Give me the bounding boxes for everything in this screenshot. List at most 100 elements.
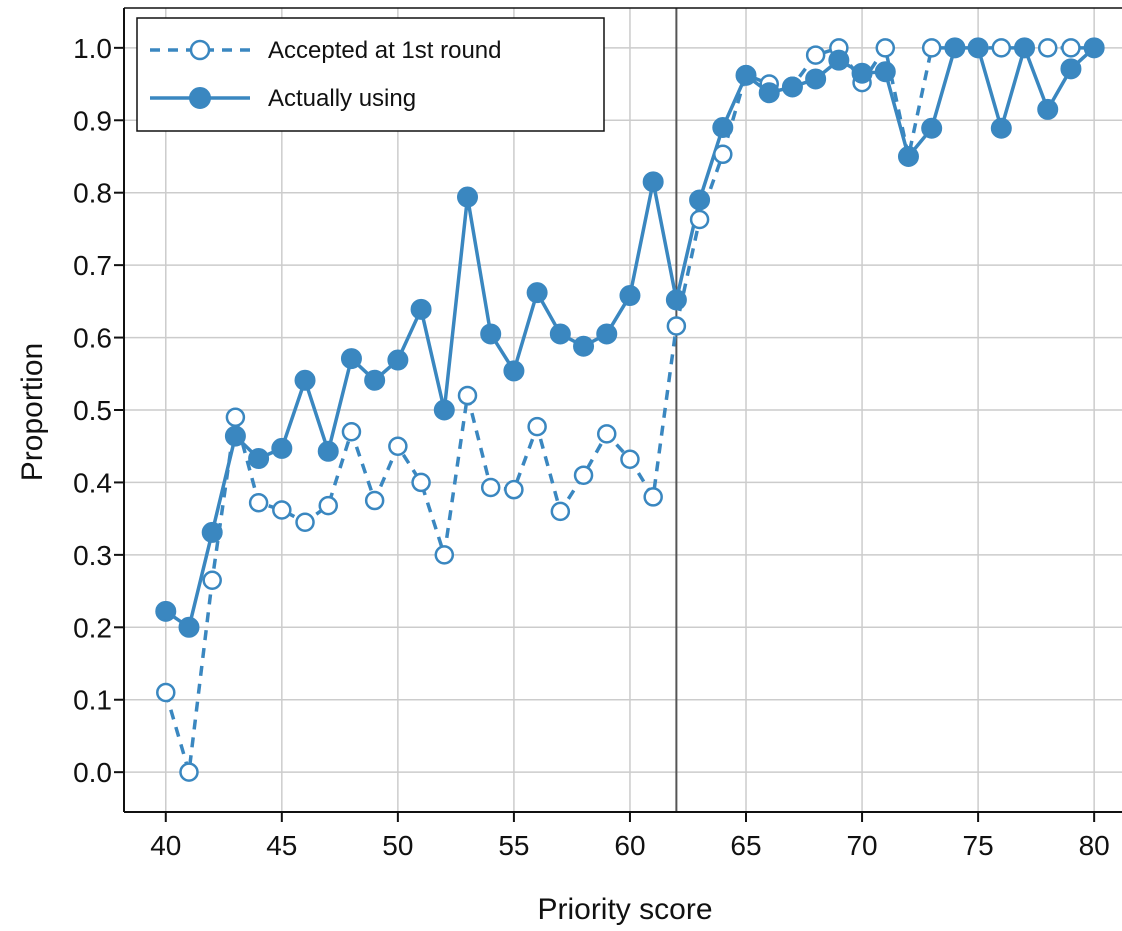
actual-point-44 (248, 448, 270, 470)
accepted-point-45 (272, 500, 292, 520)
actual-point-66 (758, 82, 780, 104)
actual-point-64 (712, 117, 734, 139)
accepted-point-43 (225, 407, 246, 427)
accepted-point-53 (457, 385, 478, 406)
accepted-point-55 (504, 479, 524, 500)
accepted-point-52 (434, 545, 455, 565)
actual-point-47 (317, 440, 339, 462)
y-tick-label-0-4: 0.4 (73, 467, 112, 498)
actual-point-62 (665, 289, 687, 311)
actual-point-46 (294, 369, 316, 391)
y-tick-label-0-7: 0.7 (73, 250, 112, 281)
actual-point-57 (549, 323, 571, 345)
x-tick-label-80: 80 (1079, 830, 1110, 861)
grid-lines (124, 8, 1122, 812)
accepted-point-64 (713, 144, 733, 165)
actual-point-72 (897, 145, 919, 167)
y-tick-label-0-8: 0.8 (73, 178, 112, 209)
x-tick-label-45: 45 (266, 830, 297, 861)
y-tick-label-0-5: 0.5 (73, 395, 112, 426)
actual-point-51 (410, 298, 432, 320)
legend: Accepted at 1st round Actually using (136, 17, 605, 132)
actual-point-50 (387, 349, 409, 371)
actual-point-56 (526, 282, 548, 304)
actual-point-76 (990, 117, 1012, 139)
y-axis-label: Proportion (16, 343, 49, 481)
accepted-point-47 (318, 495, 338, 516)
actual-point-80 (1083, 37, 1105, 59)
actual-point-70 (851, 62, 873, 84)
accepted-point-41 (179, 762, 199, 782)
tick-marks-and-labels: 40 45 50 55 60 65 70 75 80 0.0 0.1 0.2 0.3 0.4 0.5 0.6 0… (73, 33, 1110, 861)
legend-label-accepted: Accepted at 1st round (268, 37, 501, 64)
accepted-point-62 (666, 316, 687, 336)
actual-point-41 (178, 616, 200, 638)
actual-point-69 (828, 49, 850, 71)
actual-point-45 (271, 437, 293, 459)
accepted-point-61 (643, 487, 663, 507)
actual-point-61 (642, 171, 664, 193)
legend-marker-accepted (189, 39, 211, 61)
accepted-point-68 (805, 45, 826, 65)
actual-point-75 (967, 37, 989, 59)
accepted-point-46 (295, 512, 315, 533)
accepted-point-60 (620, 449, 640, 469)
x-tick-label-75: 75 (963, 830, 994, 861)
accepted-point-71 (875, 38, 896, 58)
actual-point-73 (921, 117, 943, 139)
accepted-point-79 (1061, 38, 1081, 58)
y-tick-label-0-9: 0.9 (73, 105, 112, 136)
y-tick-label-0: 0.0 (73, 757, 112, 788)
actual-point-55 (503, 360, 525, 382)
accepted-point-51 (411, 472, 431, 493)
x-tick-label-70: 70 (846, 830, 877, 861)
accepted-point-57 (550, 501, 571, 522)
actual-point-63 (689, 189, 711, 211)
accepted-point-48 (341, 421, 362, 442)
legend-label-actual: Actually using (268, 85, 416, 112)
actual-point-65 (735, 64, 757, 86)
actual-point-42 (201, 521, 223, 543)
y-tick-label-1: 1.0 (73, 33, 112, 64)
series-layer (155, 37, 1105, 782)
accepted-point-63 (689, 209, 710, 230)
accepted-point-76 (991, 38, 1012, 58)
x-tick-label-40: 40 (150, 830, 181, 861)
legend-box (136, 17, 605, 132)
actual-point-52 (433, 399, 455, 421)
actual-point-78 (1037, 98, 1059, 120)
accepted-point-78 (1037, 38, 1058, 58)
x-tick-label-55: 55 (498, 830, 529, 861)
accepted-point-73 (921, 38, 942, 58)
accepted-point-42 (202, 570, 222, 590)
y-tick-label-0-1: 0.1 (73, 685, 112, 716)
actual-point-60 (619, 285, 641, 307)
actual-point-74 (944, 37, 966, 59)
legend-marker-actual (189, 87, 211, 109)
actual-point-40 (155, 600, 177, 622)
accepted-point-54 (480, 477, 501, 498)
accepted-point-50 (388, 436, 408, 456)
actual-point-77 (1014, 37, 1036, 59)
actual-point-43 (224, 425, 246, 447)
accepted-point-59 (597, 424, 617, 444)
actual-point-59 (596, 323, 618, 345)
accepted-point-44 (248, 492, 269, 513)
actual-point-67 (781, 76, 803, 98)
actual-point-49 (364, 369, 386, 391)
x-tick-label-50: 50 (382, 830, 413, 861)
y-tick-label-0-2: 0.2 (73, 612, 112, 643)
actual-point-58 (573, 335, 595, 357)
accepted-point-40 (156, 682, 176, 703)
y-tick-label-0-6: 0.6 (73, 323, 112, 354)
actual-point-54 (480, 323, 502, 345)
x-tick-label-60: 60 (614, 830, 645, 861)
actual-point-48 (340, 348, 362, 370)
y-tick-label-0-3: 0.3 (73, 540, 112, 571)
actual-point-71 (874, 61, 896, 83)
x-axis-label: Priority score (537, 893, 712, 926)
accepted-point-56 (527, 416, 547, 437)
accepted-point-49 (364, 490, 385, 511)
